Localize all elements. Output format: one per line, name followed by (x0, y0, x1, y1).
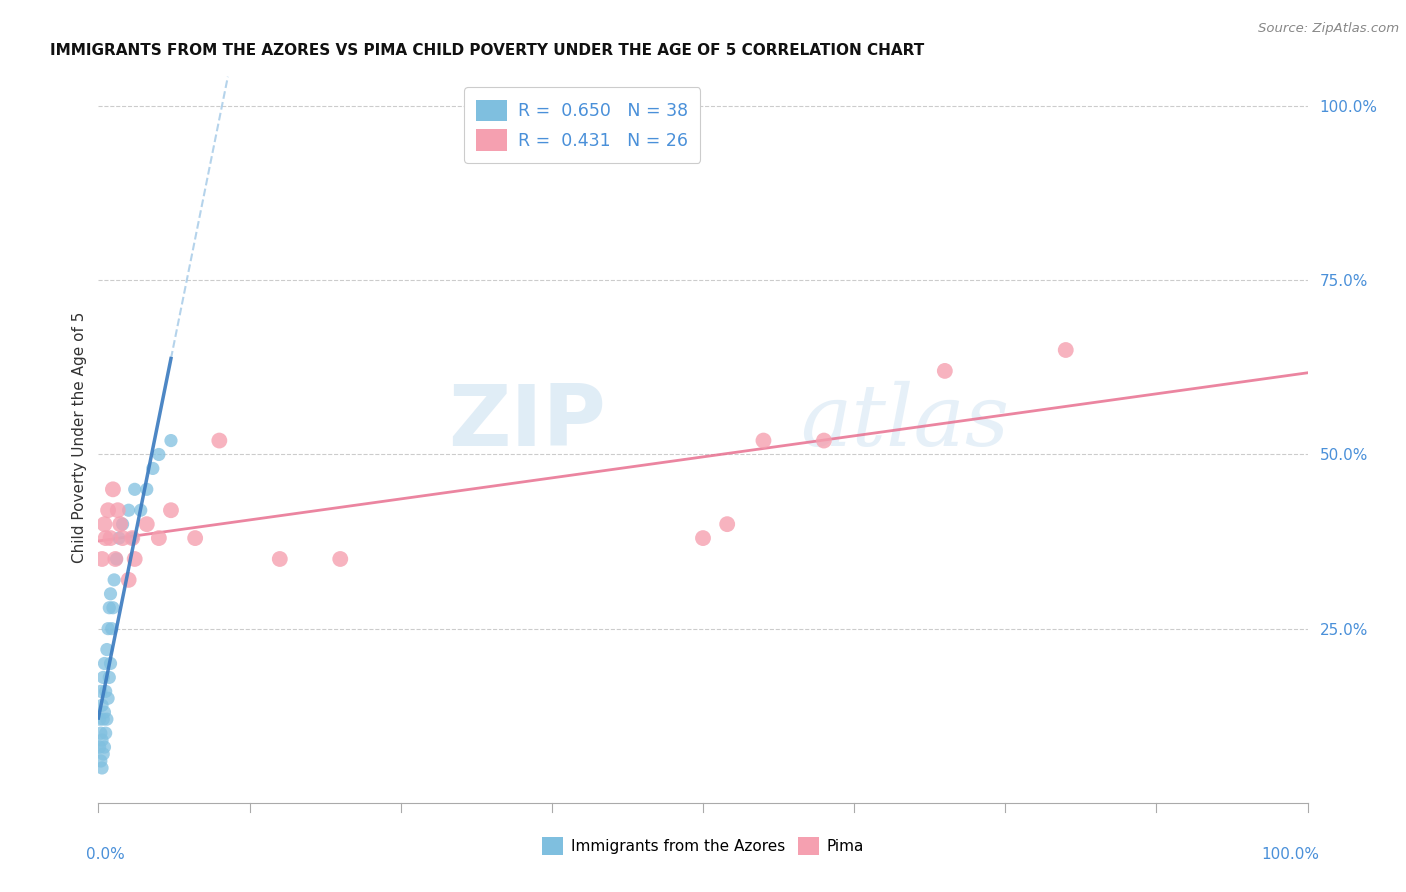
Point (118, 503, 141, 517)
Point (98, 670, 121, 684)
Point (96, 642, 118, 657)
Point (135, 483, 157, 497)
Text: Source: ZipAtlas.com: Source: ZipAtlas.com (1258, 22, 1399, 36)
Point (118, 573, 141, 587)
Point (329, 552, 352, 566)
Point (100, 587, 122, 601)
Point (94, 531, 117, 545)
Point (91, 670, 114, 684)
Point (160, 503, 183, 517)
Point (142, 461, 165, 475)
Point (934, 364, 956, 378)
Text: 0.0%: 0.0% (86, 847, 125, 862)
Point (103, 573, 125, 587)
Point (94, 684, 117, 698)
Point (752, 434, 775, 448)
Point (121, 531, 143, 545)
Point (96, 712, 118, 726)
Point (716, 517, 738, 532)
Legend: Immigrants from the Azores, Pima: Immigrants from the Azores, Pima (536, 831, 870, 861)
Point (93, 740, 115, 755)
Point (101, 483, 124, 497)
Point (148, 531, 170, 545)
Point (111, 517, 134, 532)
Point (208, 434, 231, 448)
Point (91, 761, 114, 775)
Point (93, 705, 115, 719)
Text: IMMIGRANTS FROM THE AZORES VS PIMA CHILD POVERTY UNDER THE AGE OF 5 CORRELATION : IMMIGRANTS FROM THE AZORES VS PIMA CHILD… (51, 43, 924, 58)
Point (91, 747, 114, 761)
Point (148, 448, 170, 462)
Y-axis label: Child Poverty Under the Age of 5: Child Poverty Under the Age of 5 (72, 311, 87, 563)
Point (101, 600, 124, 615)
Point (184, 531, 207, 545)
Point (91, 698, 114, 713)
Point (160, 434, 183, 448)
Point (129, 503, 152, 517)
Text: atlas: atlas (800, 381, 1010, 464)
Point (93, 657, 115, 671)
Point (90, 684, 112, 698)
Point (100, 622, 122, 636)
Point (108, 517, 131, 532)
Point (111, 531, 134, 545)
Point (89, 712, 111, 726)
Point (97, 503, 120, 517)
Point (108, 531, 131, 545)
Point (124, 552, 146, 566)
Point (124, 483, 146, 497)
Point (1054, 343, 1077, 357)
Point (97, 691, 120, 706)
Text: 100.0%: 100.0% (1261, 847, 1320, 862)
Point (90, 726, 112, 740)
Point (692, 531, 714, 545)
Point (93, 517, 115, 532)
Point (813, 434, 835, 448)
Point (90, 754, 112, 768)
Point (91, 712, 114, 726)
Point (89, 740, 111, 755)
Point (97, 622, 120, 636)
Point (104, 552, 127, 566)
Point (135, 517, 157, 532)
Text: ZIP: ZIP (449, 381, 606, 464)
Point (269, 552, 291, 566)
Point (98, 600, 121, 615)
Point (91, 733, 114, 747)
Point (107, 503, 129, 517)
Point (100, 531, 122, 545)
Point (94, 726, 117, 740)
Point (100, 657, 122, 671)
Point (121, 531, 143, 545)
Point (105, 552, 128, 566)
Point (91, 552, 114, 566)
